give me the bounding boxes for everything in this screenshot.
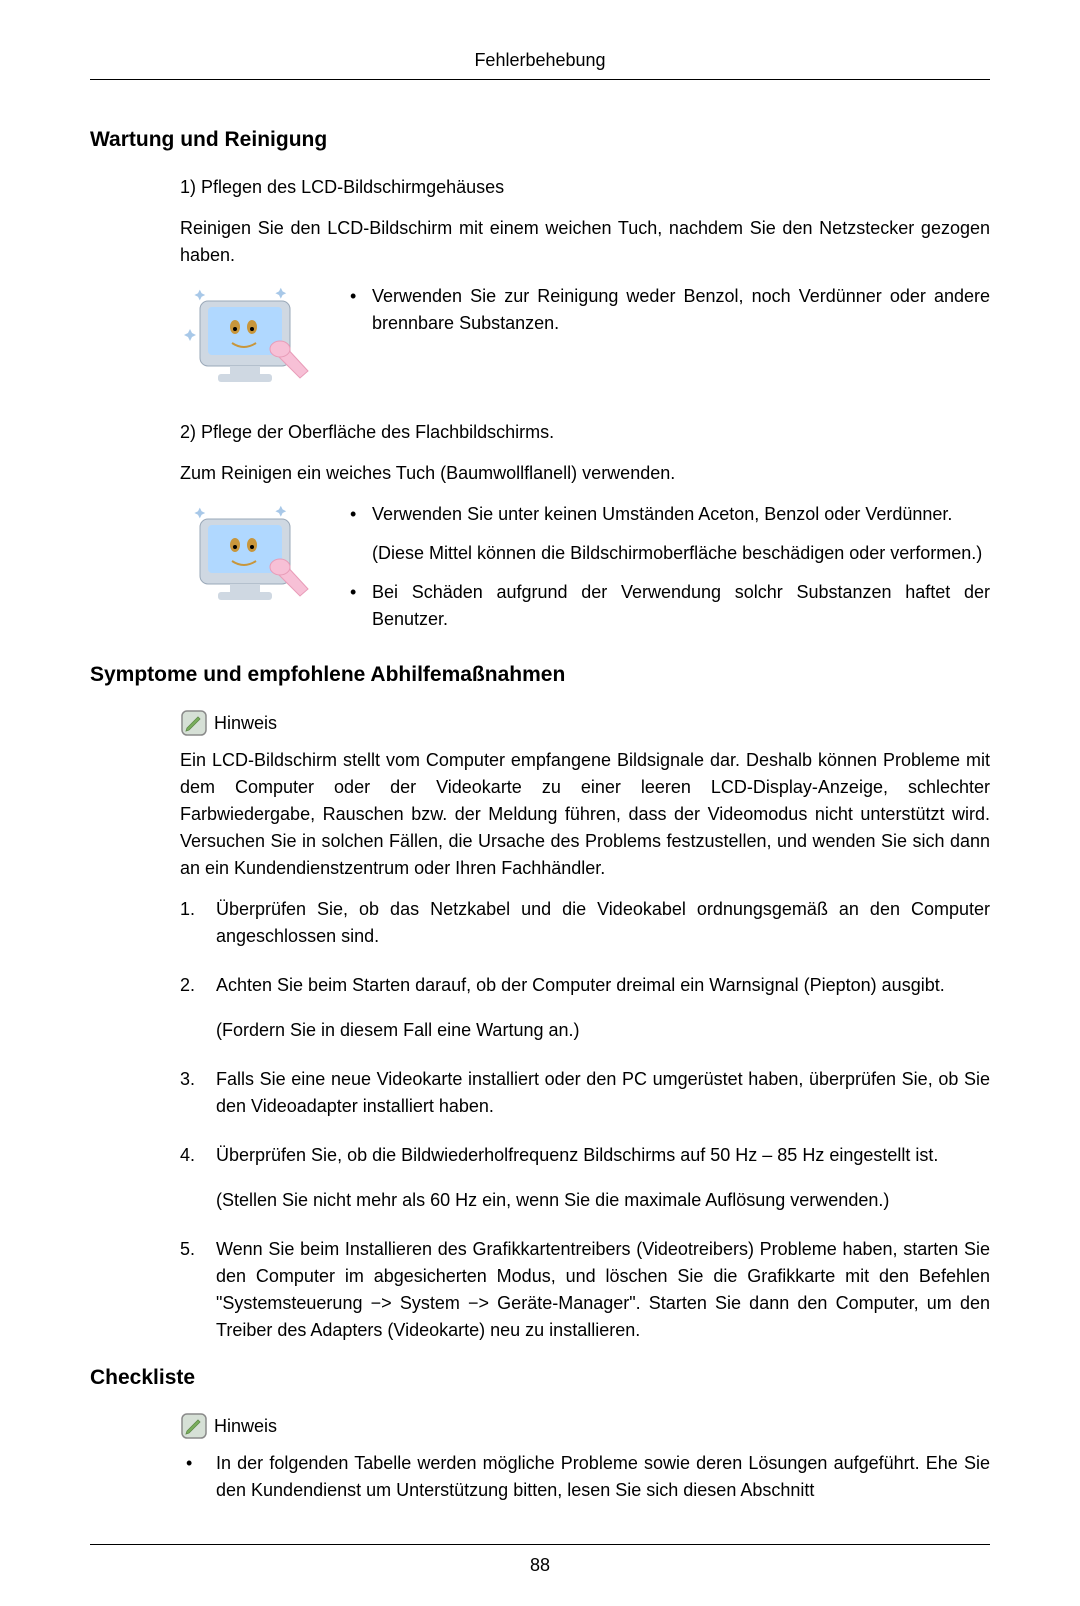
step-1: Überprüfen Sie, ob das Netzkabel und die… — [180, 896, 990, 950]
section-heading-symptoms: Symptome und empfohlene Abhilfemaßnahmen — [90, 663, 990, 687]
step-3: Falls Sie eine neue Videokarte installie… — [180, 1066, 990, 1120]
step-2: Achten Sie beim Starten darauf, ob der C… — [180, 972, 990, 1044]
symptoms-steps-list: Überprüfen Sie, ob das Netzkabel und die… — [180, 896, 990, 1344]
page-number: 88 — [90, 1544, 990, 1576]
maint-item2-bullet1: Verwenden Sie unter keinen Umständen Ace… — [350, 501, 990, 567]
note-label: Hinweis — [214, 713, 277, 734]
step-4: Überprüfen Sie, ob die Bildwiederholfreq… — [180, 1142, 990, 1214]
maint-item1-bullet: Verwenden Sie zur Reinigung weder Benzol… — [350, 283, 990, 337]
monitor-cleaning-illustration-1 — [180, 283, 330, 393]
symptoms-intro: Ein LCD-Bildschirm stellt vom Computer e… — [180, 747, 990, 882]
note-icon — [180, 709, 208, 737]
monitor-cleaning-illustration-2 — [180, 501, 330, 611]
section-heading-checklist: Checkliste — [90, 1366, 990, 1390]
maint-item1-text: Reinigen Sie den LCD-Bildschirm mit eine… — [180, 215, 990, 269]
step-5: Wenn Sie beim Installieren des Grafikkar… — [180, 1236, 990, 1344]
section-heading-maintenance: Wartung und Reinigung — [90, 128, 990, 152]
note-icon — [180, 1412, 208, 1440]
maint-item1-label: 1) Pflegen des LCD-Bildschirmgehäuses — [180, 174, 990, 201]
note-label: Hinweis — [214, 1416, 277, 1437]
maint-item2-text: Zum Reinigen ein weiches Tuch (Baumwollf… — [180, 460, 990, 487]
checklist-bullet: In der folgenden Tabelle werden mögliche… — [180, 1450, 990, 1504]
maint-item2-label: 2) Pflege der Oberfläche des Flachbildsc… — [180, 419, 990, 446]
page-header-title: Fehlerbehebung — [90, 50, 990, 80]
maint-item2-bullet2: Bei Schäden aufgrund der Verwendung solc… — [350, 579, 990, 633]
